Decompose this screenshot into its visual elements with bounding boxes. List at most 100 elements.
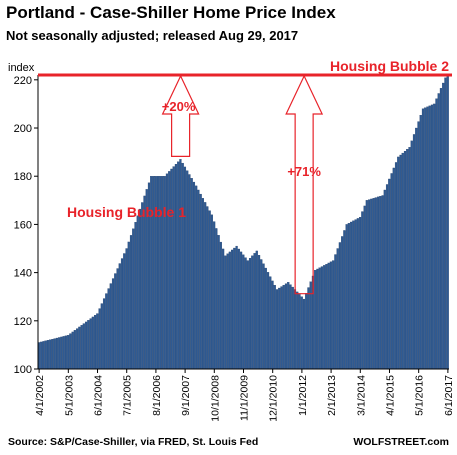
bar [71,331,74,370]
bar [107,288,110,370]
bar [116,268,119,370]
y-tick-label: 160 [14,219,32,231]
bar [417,121,420,370]
bar [390,173,393,370]
x-tick-label: 8/1/2006 [151,375,163,416]
bar [329,261,333,370]
arrow-bubble-2 [285,74,324,295]
bar [260,259,263,370]
y-tick-label: 180 [14,171,32,183]
brand-label: WOLFSTREET.com [353,436,449,448]
bar [426,106,429,370]
bar [55,337,59,370]
bar [80,325,83,370]
bar [42,341,45,370]
bar [195,185,198,370]
bar [399,154,402,370]
bar [336,248,339,370]
bar [244,257,247,370]
bar [251,255,254,370]
bar [242,254,245,370]
bar [78,326,81,370]
bar [388,178,391,370]
bar [383,189,386,370]
bar [253,253,256,370]
bar [40,341,43,370]
x-tick-label: 1/1/2012 [297,375,309,416]
x-tick-label: 9/1/2007 [180,375,192,416]
x-tick-label: 5/1/2003 [63,375,75,416]
bar [327,262,330,370]
bar [367,199,371,370]
x-tick-label: 4/1/2002 [34,375,46,416]
bar [376,196,380,370]
bar [273,285,276,370]
bar [408,147,411,370]
bar [318,267,321,370]
bar [230,249,234,370]
bar [170,168,173,370]
bar [300,296,303,370]
bar [208,210,211,370]
y-tick-label: 220 [14,75,32,87]
x-tick-label: 10/1/2008 [209,375,221,422]
x-tick-label: 6/1/2004 [93,375,105,416]
bar [444,77,447,370]
bar [415,127,418,370]
bar [123,253,126,370]
annotation-label: +71% [287,164,321,179]
bar [365,200,368,370]
bar [98,308,101,370]
bar [401,152,404,370]
bar [363,205,366,370]
annotation-label: Housing Bubble 1 [67,204,186,220]
bar [442,82,445,370]
bar [53,338,56,370]
bar [257,255,261,370]
bar [201,198,204,370]
bar [309,281,312,370]
bar [352,220,355,370]
bar [446,74,449,370]
bar [397,156,400,370]
bar [44,340,47,370]
bar [385,184,389,370]
bar [428,105,431,370]
bar [67,335,70,370]
bar [210,214,213,370]
reference-line-label: Housing Bubble 2 [330,58,449,74]
bar [284,283,288,370]
bar [228,251,231,370]
arrow-bubble-1 [161,74,200,157]
bar [325,264,328,370]
bar [179,159,182,370]
y-tick-label: 140 [14,268,32,280]
bar [394,162,398,370]
bar [94,315,97,370]
bar [419,115,422,370]
bar [213,221,216,370]
bar [100,303,103,370]
bar [222,248,225,370]
bar [89,318,92,370]
y-tick-label: 200 [14,123,32,135]
bar [437,93,440,370]
bar [64,335,67,370]
bar [246,260,249,370]
bar [341,236,344,370]
bar [264,267,267,370]
bar [305,293,308,370]
bar [350,221,353,370]
x-tick-label: 7/1/2005 [122,375,134,416]
bar [188,174,191,370]
bar [239,251,243,370]
bar [320,266,324,370]
bar [316,268,319,370]
bar [345,224,348,370]
bar [217,235,220,370]
bar [233,247,236,370]
bar [136,215,139,370]
bar [204,202,207,370]
bar [127,241,130,370]
bar [129,235,133,370]
